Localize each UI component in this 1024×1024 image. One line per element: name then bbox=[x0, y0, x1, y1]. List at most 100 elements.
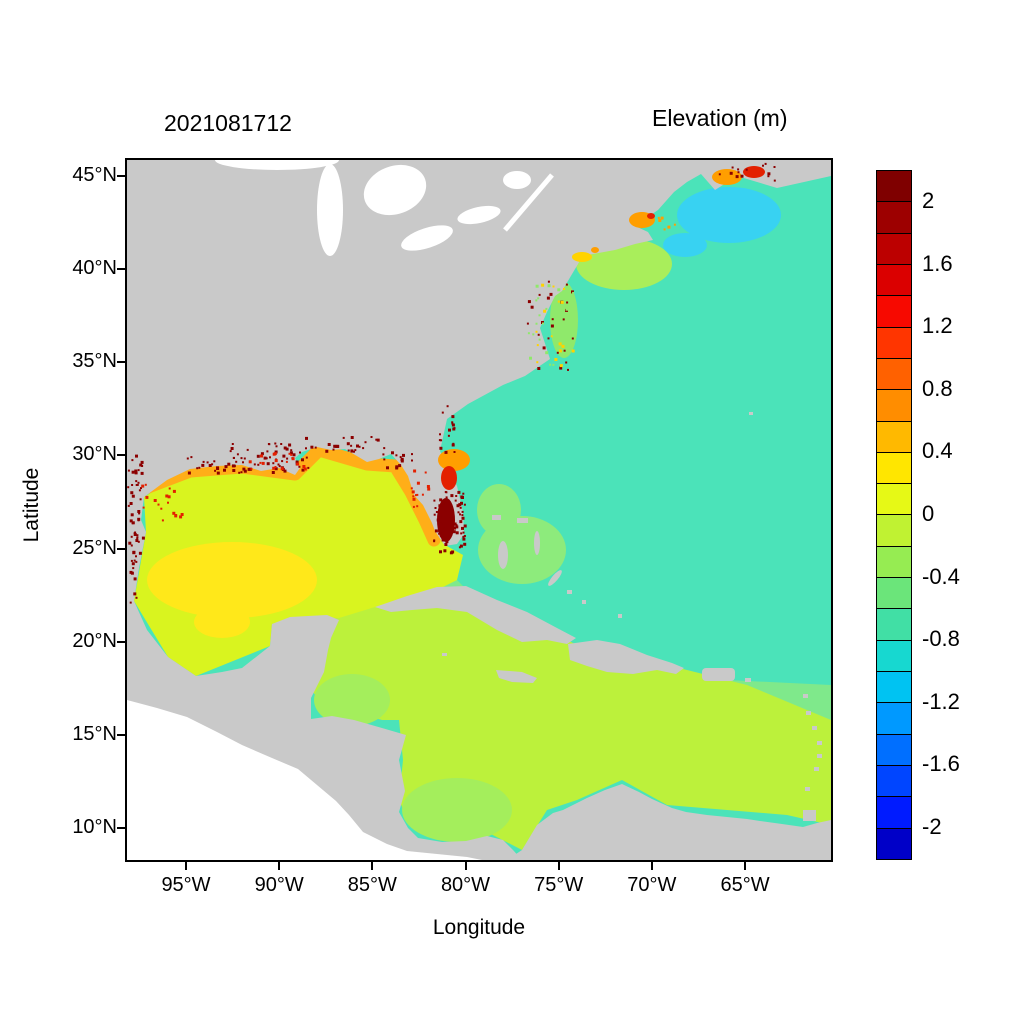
x-tick-label: 65°W bbox=[720, 874, 770, 896]
surge-speckle bbox=[161, 519, 164, 522]
surge-speckle bbox=[451, 421, 454, 424]
colorbar-cell bbox=[877, 827, 911, 859]
surge-speckle bbox=[535, 330, 538, 333]
surge-speckle bbox=[291, 457, 295, 461]
surge-speckle bbox=[560, 300, 564, 304]
surge-speckle bbox=[745, 168, 748, 171]
surge-speckle bbox=[449, 551, 453, 555]
surge-speckle bbox=[134, 471, 138, 475]
surge-speckle bbox=[272, 466, 276, 470]
colorbar-tick-label: 0.4 bbox=[922, 438, 953, 464]
surge-speckle bbox=[529, 356, 532, 360]
surge-speckle bbox=[288, 452, 291, 455]
surge-speckle bbox=[767, 175, 770, 178]
surge-speckle bbox=[537, 367, 541, 370]
surge-speckle bbox=[362, 447, 365, 450]
surge-speckle bbox=[342, 436, 345, 439]
surge-speckle bbox=[552, 363, 555, 366]
surge-speckle bbox=[305, 436, 308, 440]
surge-speckle bbox=[130, 491, 134, 495]
colorbar-tick-label: 1.6 bbox=[922, 250, 953, 276]
surge-speckle bbox=[735, 175, 739, 179]
surge-speckle bbox=[461, 510, 464, 513]
surge-speckle bbox=[240, 457, 243, 460]
surge-speckle bbox=[133, 592, 137, 596]
surge-speckle bbox=[325, 449, 329, 453]
surge-speckle bbox=[128, 541, 132, 545]
surge-speckle bbox=[439, 446, 443, 450]
colorbar-cell bbox=[877, 545, 911, 578]
surge-speckle bbox=[386, 466, 389, 470]
surge-speckle bbox=[567, 368, 569, 371]
colorbar-cell bbox=[877, 608, 911, 640]
surge-speckle bbox=[137, 469, 140, 472]
x-tick-mark bbox=[557, 862, 560, 870]
surge-speckle bbox=[462, 531, 465, 534]
surge-speckle bbox=[439, 522, 443, 526]
surge-speckle bbox=[277, 463, 280, 466]
surge-speckle bbox=[131, 459, 134, 462]
surge-speckle bbox=[456, 504, 460, 508]
surge-speckle bbox=[280, 443, 283, 445]
colorbar-cell bbox=[877, 357, 911, 390]
long-island-yellow-blob bbox=[572, 252, 592, 262]
surge-speckle bbox=[242, 461, 244, 464]
surge-speckle bbox=[461, 526, 464, 530]
surge-speckle bbox=[438, 504, 442, 508]
surge-speckle bbox=[274, 442, 277, 445]
x-tick-label: 85°W bbox=[347, 874, 397, 896]
bahamas-islands bbox=[492, 515, 622, 618]
surge-speckle bbox=[426, 485, 430, 488]
surge-speckle bbox=[443, 549, 447, 553]
surge-speckle bbox=[129, 519, 133, 523]
surge-speckle bbox=[455, 524, 458, 527]
surge-speckle bbox=[554, 358, 558, 361]
surge-speckle bbox=[718, 173, 721, 176]
surge-speckle bbox=[546, 296, 550, 300]
surge-speckle bbox=[559, 364, 563, 368]
surge-speckle bbox=[266, 462, 270, 466]
surge-speckle bbox=[557, 288, 561, 292]
surge-speckle bbox=[131, 521, 135, 525]
surge-speckle bbox=[443, 536, 446, 539]
surge-speckle bbox=[452, 427, 456, 431]
surge-speckle bbox=[441, 411, 444, 414]
surge-speckle bbox=[569, 312, 573, 316]
surge-speckle bbox=[557, 300, 560, 303]
surge-speckle bbox=[347, 449, 350, 452]
surge-speckle bbox=[767, 172, 771, 176]
surge-speckle bbox=[559, 366, 563, 370]
surge-speckle bbox=[298, 465, 301, 468]
surge-speckle bbox=[131, 470, 135, 474]
surge-speckle bbox=[461, 516, 465, 520]
surge-speckle bbox=[127, 504, 130, 507]
surge-speckle bbox=[530, 305, 534, 309]
surge-speckle bbox=[445, 496, 448, 499]
surge-speckle bbox=[658, 218, 662, 222]
surge-speckle bbox=[545, 307, 548, 310]
surge-speckle bbox=[459, 513, 461, 516]
colorbar-cell bbox=[877, 577, 911, 609]
surge-speckle bbox=[190, 456, 193, 459]
surge-speckle bbox=[440, 439, 443, 442]
surge-speckle bbox=[332, 448, 335, 451]
florida-surge-core bbox=[437, 498, 455, 542]
surge-speckle bbox=[451, 415, 455, 419]
surge-speckle bbox=[135, 454, 138, 458]
colorbar-cell bbox=[877, 263, 911, 296]
colorbar-cell bbox=[877, 420, 911, 452]
surge-speckle bbox=[436, 518, 440, 522]
surge-speckle bbox=[240, 471, 243, 474]
surge-speckle bbox=[441, 538, 445, 542]
surge-speckle bbox=[441, 515, 445, 519]
surge-speckle bbox=[229, 450, 232, 453]
surge-speckle bbox=[356, 444, 359, 448]
surge-speckle bbox=[168, 487, 171, 490]
surge-speckle bbox=[444, 450, 448, 454]
surge-speckle bbox=[350, 444, 353, 447]
surge-speckle bbox=[663, 228, 666, 231]
surge-speckle bbox=[565, 361, 568, 364]
surge-speckle bbox=[566, 301, 569, 304]
surge-speckle bbox=[383, 447, 386, 450]
